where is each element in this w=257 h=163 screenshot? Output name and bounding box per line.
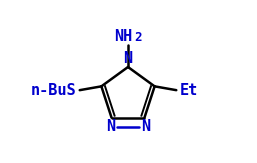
Text: N: N — [123, 51, 133, 66]
Text: N: N — [141, 119, 150, 134]
Text: 2: 2 — [134, 31, 142, 44]
Text: NH: NH — [114, 29, 132, 44]
Text: Et: Et — [179, 83, 198, 98]
Text: N: N — [106, 119, 115, 134]
Text: n-BuS: n-BuS — [31, 83, 77, 98]
